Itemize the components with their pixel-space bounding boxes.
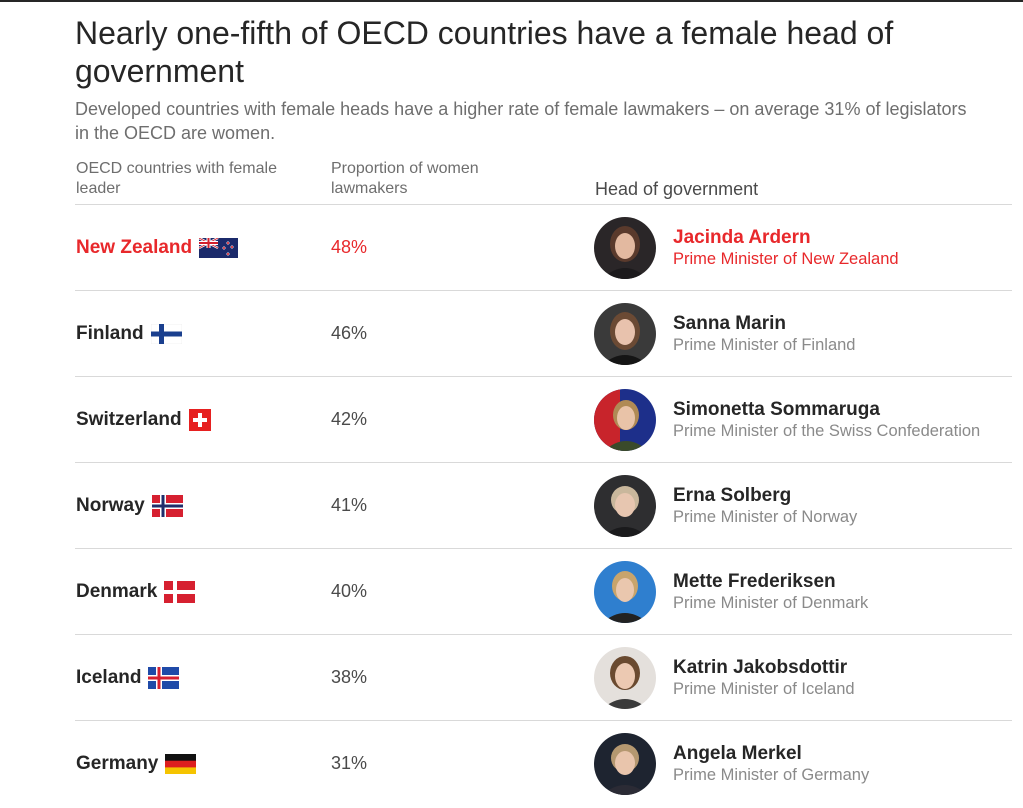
leader-portrait bbox=[594, 217, 656, 279]
leaders-table: New Zealand 48% bbox=[75, 204, 1012, 806]
column-header-country: OECD countries with female leader bbox=[76, 160, 277, 197]
leader-portrait bbox=[594, 389, 656, 451]
country-cell: New Zealand bbox=[76, 205, 239, 290]
norway-flag-icon bbox=[151, 494, 183, 517]
table-row: Norway 41% Erna Solberg Prime Minist bbox=[75, 462, 1012, 548]
page-subtitle: Developed countries with female heads ha… bbox=[75, 99, 967, 143]
finland-flag-icon bbox=[150, 323, 182, 344]
page-title: Nearly one-fifth of OECD countries have … bbox=[75, 15, 894, 89]
iceland-flag-icon bbox=[148, 666, 180, 689]
leader-name: Angela Merkel bbox=[673, 743, 802, 764]
country-cell: Norway bbox=[76, 463, 183, 548]
leader-title: Prime Minister of Norway bbox=[673, 508, 858, 526]
leader-title: Prime Minister of Germany bbox=[673, 766, 870, 784]
table-row: Switzerland 42% Simonetta Sommaruga Prim… bbox=[75, 376, 1012, 462]
leader-name: Erna Solberg bbox=[673, 485, 792, 506]
column-header-proportion: Proportion of women lawmakers bbox=[331, 160, 479, 197]
proportion-value: 31% bbox=[331, 753, 368, 773]
country-name: Germany bbox=[76, 752, 159, 774]
switzerland-flag-icon bbox=[188, 408, 211, 431]
germany-flag-icon bbox=[165, 753, 197, 774]
column-header-head-of-government: Head of government bbox=[595, 179, 759, 199]
leader-portrait bbox=[594, 561, 656, 623]
leader-name: Mette Frederiksen bbox=[673, 571, 836, 592]
country-cell: Iceland bbox=[76, 635, 180, 720]
country-cell: Finland bbox=[76, 291, 182, 376]
country-name: New Zealand bbox=[76, 236, 193, 258]
country-name: Finland bbox=[76, 322, 144, 344]
proportion-value: 40% bbox=[331, 581, 368, 601]
table-row: New Zealand 48% bbox=[75, 204, 1012, 290]
denmark-flag-icon bbox=[164, 580, 196, 603]
table-row: Denmark 40% Mette Frederiksen Prime Mini… bbox=[75, 548, 1012, 634]
country-name: Switzerland bbox=[76, 408, 182, 430]
leader-portrait bbox=[594, 733, 656, 795]
table-row: Finland 46% Sanna Marin Prime Minister o… bbox=[75, 290, 1012, 376]
country-cell: Switzerland bbox=[76, 377, 211, 462]
leader-name: Katrin Jakobsdottir bbox=[673, 657, 848, 678]
leader-portrait bbox=[594, 647, 656, 709]
proportion-value: 42% bbox=[331, 409, 368, 429]
leader-title: Prime Minister of the Swiss Confederatio… bbox=[673, 422, 981, 440]
leader-name: Sanna Marin bbox=[673, 313, 786, 334]
top-rule bbox=[0, 0, 1023, 2]
table-row: Germany 31% Angela Merkel Prime Minister… bbox=[75, 720, 1012, 806]
table-row: Iceland 38% Katrin Jakobsdottir Prim bbox=[75, 634, 1012, 720]
leader-portrait bbox=[594, 303, 656, 365]
proportion-value: 48% bbox=[331, 237, 368, 257]
leader-title: Prime Minister of Denmark bbox=[673, 594, 869, 612]
country-cell: Denmark bbox=[76, 549, 196, 634]
leader-title: Prime Minister of Finland bbox=[673, 336, 856, 354]
leader-title: Prime Minister of Iceland bbox=[673, 680, 855, 698]
leader-name: Jacinda Ardern bbox=[673, 227, 811, 248]
proportion-value: 38% bbox=[331, 667, 368, 687]
country-name: Denmark bbox=[76, 580, 158, 602]
country-name: Norway bbox=[76, 494, 145, 516]
country-cell: Germany bbox=[76, 721, 197, 806]
leader-name: Simonetta Sommaruga bbox=[673, 399, 880, 420]
proportion-value: 41% bbox=[331, 495, 368, 515]
leader-title: Prime Minister of New Zealand bbox=[673, 250, 899, 268]
country-name: Iceland bbox=[76, 666, 142, 688]
leader-portrait bbox=[594, 475, 656, 537]
new-zealand-flag-icon bbox=[199, 237, 239, 258]
proportion-value: 46% bbox=[331, 323, 368, 343]
